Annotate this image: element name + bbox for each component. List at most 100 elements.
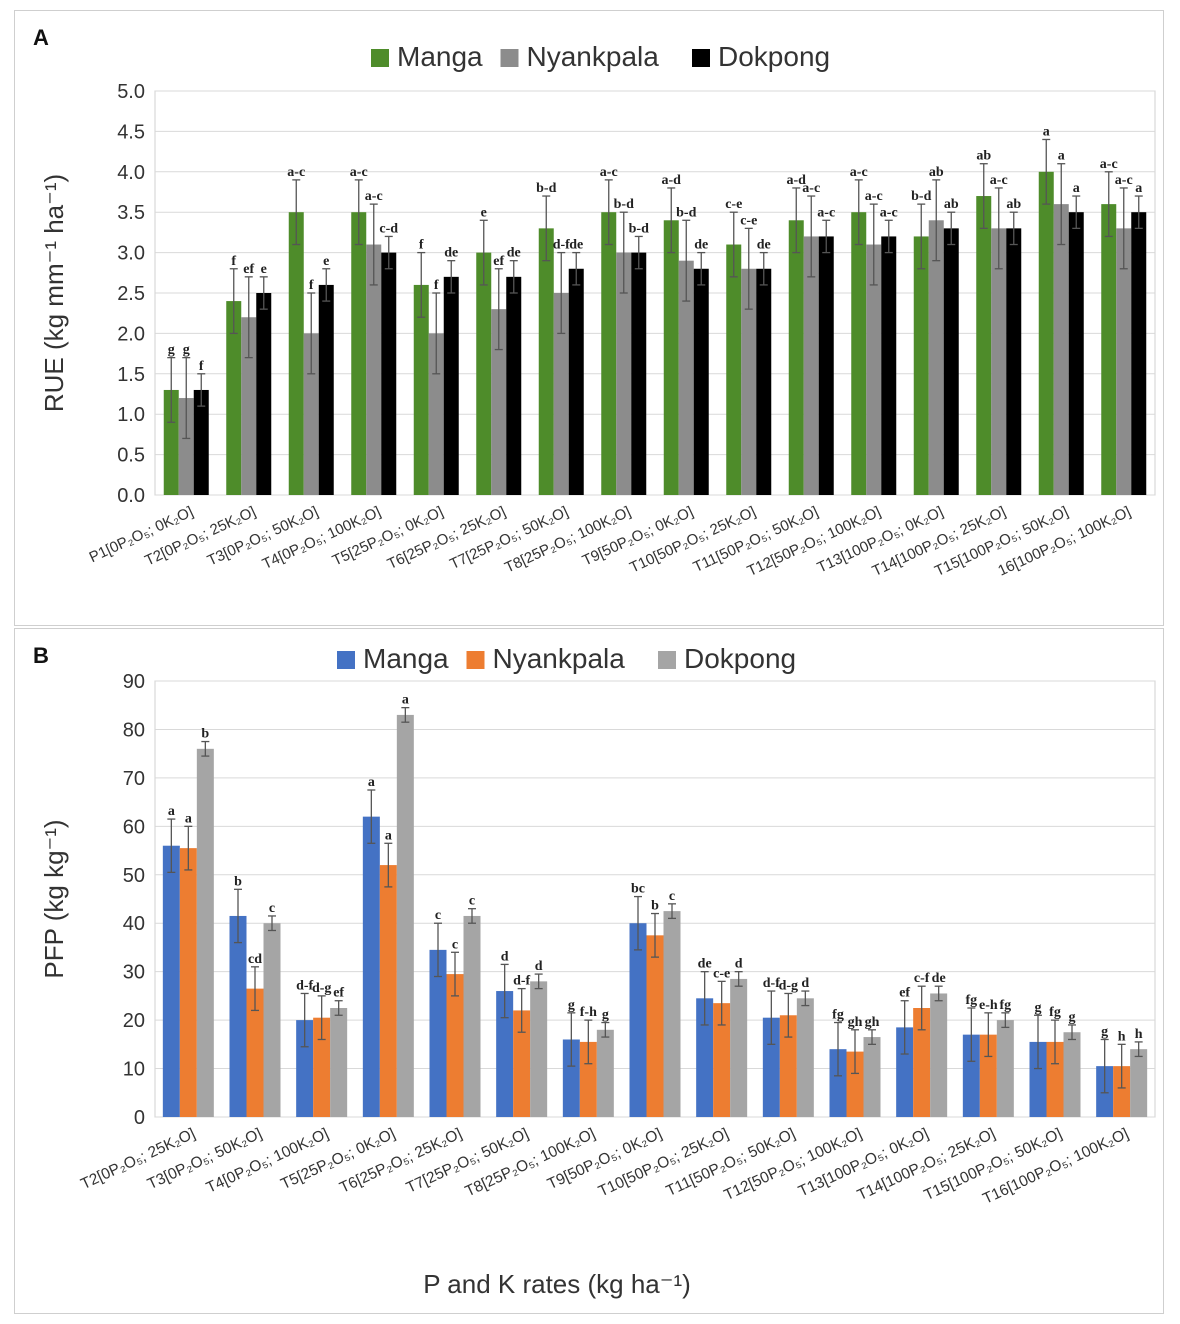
significance-letter: fg — [999, 998, 1011, 1013]
significance-letter: d-f — [296, 978, 313, 993]
x-tick-label: T2[0P₂O₅; 25K₂O] — [78, 1125, 198, 1193]
significance-letter: c-e — [713, 966, 730, 981]
bar-nyankpala — [491, 309, 507, 495]
bar-dokpong — [381, 252, 397, 495]
bar-manga — [229, 915, 247, 1117]
bar-dokpong — [881, 236, 897, 495]
legend-label-manga: Manga — [363, 643, 449, 674]
significance-letter: cd — [248, 952, 262, 967]
legend-label-dokpong: Dokpong — [684, 643, 796, 674]
bar-manga — [976, 196, 992, 496]
y-tick-label: 2.5 — [117, 283, 145, 305]
significance-letter: ab — [1006, 197, 1021, 212]
significance-letter: a-c — [1100, 157, 1118, 172]
chart-b: 0 10 20 30 40 50 60 70 80 90 PFP (kg kg⁻¹) P and K … — [39, 643, 1156, 1299]
significance-letter: a — [1135, 181, 1142, 196]
bar-dokpong — [263, 923, 281, 1117]
significance-letter: ab — [944, 197, 959, 212]
y-tick-label: 80 — [123, 719, 145, 741]
bar-dokpong — [930, 993, 948, 1117]
significance-letter: a-c — [990, 173, 1008, 188]
y-axis-label: PFP (kg kg⁻¹) — [39, 819, 69, 978]
significance-letter: g — [568, 998, 575, 1013]
bar-manga — [601, 212, 617, 495]
bar-manga — [1101, 204, 1117, 495]
significance-letter: b-d — [911, 189, 931, 204]
bar-nyankpala — [866, 244, 882, 495]
significance-letter: a-c — [817, 205, 835, 220]
bar-dokpong — [943, 228, 959, 496]
significance-letter: c — [469, 894, 475, 909]
significance-letter: ab — [929, 165, 944, 180]
significance-letter: a — [402, 693, 409, 708]
bar-dokpong — [663, 911, 681, 1117]
significance-letter: e — [481, 205, 487, 220]
legend-swatch-manga — [337, 651, 355, 669]
x-axis-label: P and K rates (kg ha⁻¹) — [423, 1269, 691, 1299]
significance-letter: a — [368, 775, 375, 790]
significance-letter: d — [501, 949, 509, 964]
bar-nyankpala — [991, 228, 1007, 496]
bar-dokpong — [318, 284, 334, 495]
bar-manga — [296, 1020, 314, 1117]
significance-letter: de — [757, 238, 771, 253]
significance-letter: g — [1035, 1000, 1042, 1015]
significance-letter: g — [1101, 1024, 1108, 1039]
significance-letter: de — [694, 238, 708, 253]
significance-letter: de — [444, 246, 458, 261]
significance-letter: bc — [631, 882, 645, 897]
bar-dokpong — [1006, 228, 1022, 496]
significance-letter: a-c — [365, 189, 383, 204]
y-tick-label: 50 — [123, 865, 145, 887]
significance-letter: a — [1043, 124, 1050, 139]
significance-letter: ab — [976, 149, 991, 164]
significance-letter: d — [801, 976, 809, 991]
bar-dokpong — [196, 748, 214, 1117]
y-tick-label: 3.0 — [117, 243, 145, 265]
y-tick-label: 60 — [123, 816, 145, 838]
significance-letter: c-e — [725, 197, 742, 212]
bar-dokpong — [1063, 1032, 1081, 1117]
significance-letter: ef — [333, 986, 344, 1001]
significance-letter: f — [419, 238, 424, 253]
bar-manga — [162, 845, 180, 1117]
y-axis-label: RUE (kg mm⁻¹ ha⁻¹) — [39, 174, 69, 412]
significance-letter: fg — [832, 1008, 844, 1023]
bar-nyankpala — [646, 935, 664, 1117]
y-tick-label: 2.0 — [117, 323, 145, 345]
bar-dokpong — [396, 714, 414, 1117]
bar-nyankpala — [366, 244, 382, 495]
bar-dokpong — [996, 1020, 1014, 1117]
significance-letter: a-c — [287, 165, 305, 180]
chart-a: 0.0 0.5 1.0 1.5 2.0 2.5 3.0 3.5 4.0 4.5 5.0 RUE (kg… — [39, 41, 1156, 580]
bar-dokpong — [756, 268, 772, 495]
bar-nyankpala — [579, 1041, 597, 1117]
significance-letter: a-c — [880, 205, 898, 220]
bar-dokpong — [1068, 212, 1084, 495]
significance-letter: fg — [1049, 1005, 1061, 1020]
legend-swatch-dokpong — [658, 651, 676, 669]
legend-swatch-manga — [371, 49, 389, 67]
bar-manga — [226, 301, 242, 495]
y-tick-label: 20 — [123, 1010, 145, 1032]
significance-letter: d-f — [513, 974, 530, 989]
significance-letter: de — [932, 971, 946, 986]
y-tick-label: 70 — [123, 768, 145, 790]
bar-manga — [696, 998, 714, 1117]
significance-letter: c — [435, 908, 441, 923]
significance-letter: b-d — [614, 197, 634, 212]
bar-nyankpala — [928, 220, 944, 495]
significance-letter: c-f — [914, 971, 930, 986]
bar-nyankpala — [553, 293, 569, 495]
bar-nyankpala — [313, 1017, 331, 1117]
bar-manga — [663, 220, 679, 495]
bar-dokpong — [818, 236, 834, 495]
significance-letter: d — [535, 959, 543, 974]
bar-nyankpala — [803, 236, 819, 495]
bar-dokpong — [193, 389, 209, 495]
significance-letter: f — [309, 278, 314, 293]
significance-letter: f — [434, 278, 439, 293]
significance-letter: fg — [965, 993, 977, 1008]
significance-letter: e — [323, 254, 329, 269]
bar-manga — [913, 236, 929, 495]
